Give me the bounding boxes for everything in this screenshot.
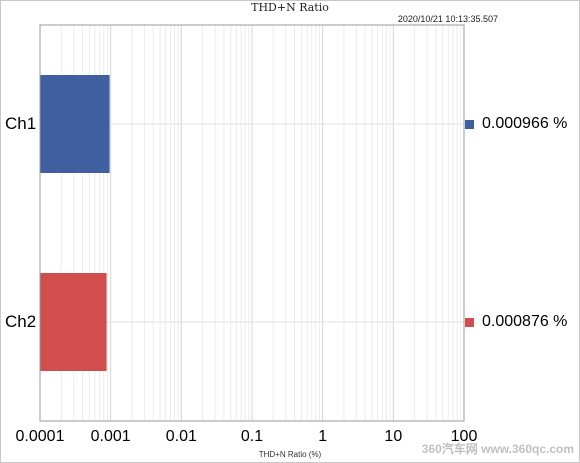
x-tick-label: 10	[384, 428, 403, 445]
value-label-ch1: 0.000966 %	[465, 114, 567, 134]
x-tick-label: 0.001	[90, 428, 131, 445]
category-label-ch2: Ch2	[5, 312, 37, 331]
x-tick-label: 100	[450, 428, 478, 445]
bar-ch1	[40, 75, 110, 173]
x-axis-label: THD+N Ratio (%)	[258, 450, 322, 459]
bar-ch2	[40, 273, 107, 371]
x-tick-label: 0.01	[165, 428, 197, 445]
legend-swatch	[465, 119, 474, 129]
chart-title: THD+N Ratio	[251, 1, 329, 14]
x-tick-label: 0.1	[240, 428, 264, 445]
value-text: 0.000966 %	[482, 115, 568, 132]
timestamp: 2020/10/21 10:13:35.507	[397, 14, 498, 24]
value-label-ch2: 0.000876 %	[465, 312, 567, 332]
plot-border	[39, 24, 465, 422]
x-tick-label: 0.0001	[15, 428, 65, 445]
category-label-ch1: Ch1	[5, 114, 37, 133]
watermark: 360汽车网 www.360qc.com	[421, 442, 574, 456]
value-text: 0.000876 %	[482, 313, 568, 330]
x-tick-label: 1	[318, 428, 328, 445]
legend-swatch	[465, 317, 474, 327]
